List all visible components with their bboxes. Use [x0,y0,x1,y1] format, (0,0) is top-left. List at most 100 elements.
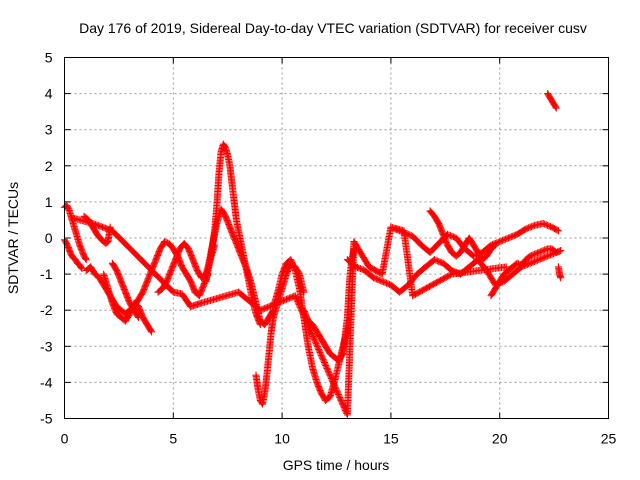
series-trace-f [108,259,142,321]
data-point [284,295,292,303]
data-point [499,236,507,244]
data-point [292,293,300,301]
data-point [264,303,272,311]
data-point [340,402,348,410]
data-point [305,324,313,332]
data-point [308,330,316,338]
data-point [377,277,385,285]
data-point [552,104,560,112]
y-tick-label: -5 [40,411,53,427]
data-point [311,337,319,345]
plot-frame [64,57,609,419]
data-point [316,348,324,356]
series-isolated [69,214,510,419]
series-trace-b [61,236,86,273]
data-point [312,340,320,348]
data-point [358,265,366,273]
data-point [297,305,305,313]
data-point [272,300,280,308]
series-trace-a [61,202,90,264]
data-point [309,332,317,340]
data-point [334,391,342,399]
data-point [433,257,441,265]
data-point [333,386,341,394]
data-point [293,296,301,304]
data-point [496,238,504,246]
data-point [306,325,314,333]
data-point [331,383,339,391]
data-point [330,380,338,388]
data-point [325,369,333,377]
data-point [322,361,330,369]
data-point [327,375,335,383]
data-point [497,237,505,245]
data-point [539,254,547,262]
data-point [304,321,312,329]
y-tick-label: 2 [45,158,53,174]
data-point [470,252,478,260]
series-trace-j [204,205,277,329]
data-point [335,392,343,400]
data-point [326,372,334,380]
data-point [339,401,347,409]
data-point [435,257,443,265]
data-point [303,319,311,327]
data-point [533,249,541,257]
x-tick-label: 25 [601,431,617,447]
data-point [525,224,533,232]
data-point [371,274,379,282]
data-point [78,265,86,273]
data-point [265,303,273,311]
data-point [381,279,389,287]
data-point [525,260,533,268]
data-point [430,256,438,264]
data-point [356,265,364,273]
data-point [491,241,499,249]
data-point [555,247,563,255]
data-point [322,363,330,371]
data-point [315,347,323,355]
data-point [312,338,320,346]
y-tick-label: -1 [40,266,53,282]
data-point [545,222,553,230]
data-point [306,327,314,335]
data-point [542,221,550,229]
data-point [552,103,560,111]
data-point [542,253,550,261]
data-point [324,367,332,375]
data-point [541,220,549,228]
data-point [546,251,554,259]
data-point [305,322,313,330]
data-point [313,341,321,349]
data-point [134,313,142,321]
y-tick-label: 5 [45,50,53,66]
data-point [528,251,536,259]
data-point [333,388,341,396]
y-tick-label: -4 [40,374,53,390]
y-tick-label: 4 [45,86,53,102]
data-point [82,256,90,264]
data-point [544,221,552,229]
data-point [529,251,537,259]
data-point [329,377,337,385]
data-point [510,232,518,240]
data-point [535,248,543,256]
data-point [268,301,276,309]
data-point [355,264,363,272]
data-point [134,312,142,320]
data-point [545,251,553,259]
data-point [494,238,502,246]
chart-title: Day 176 of 2019, Sidereal Day-to-day VTE… [79,20,587,36]
data-point [328,376,336,384]
data-point [261,304,269,312]
data-point [538,254,546,262]
data-point [541,246,549,254]
data-point [532,257,540,265]
data-point [541,253,549,261]
data-point [298,308,306,316]
data-point [317,351,325,359]
data-point [526,223,534,231]
data-point [256,306,264,314]
data-point [553,226,561,234]
series-trace-p [426,207,499,264]
